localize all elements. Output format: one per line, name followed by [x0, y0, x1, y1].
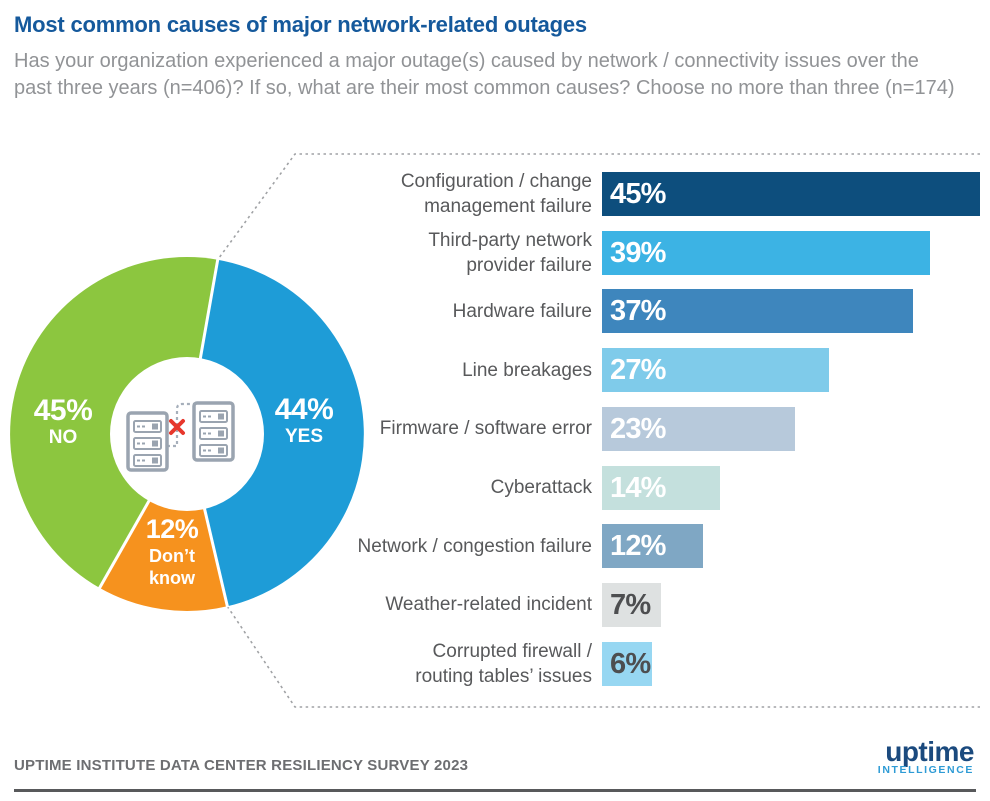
bar: 45% [602, 172, 980, 216]
footer-divider [14, 789, 976, 792]
donut-segment-pct-label: 45% [33, 394, 93, 427]
bar-category-label: Configuration / change management failur… [400, 171, 592, 217]
bar-category-label: Cyberattack [490, 477, 592, 498]
bar-value-label: 23% [610, 412, 666, 445]
bar: 12% [602, 524, 703, 569]
red-x-icon [169, 419, 185, 435]
logo-wordmark: uptime [885, 736, 974, 767]
bar: 23% [602, 406, 796, 451]
bar-value-label: 45% [610, 178, 666, 210]
bar-category-label: Line breakages [462, 359, 592, 381]
donut-segment-name-label: YES [284, 426, 324, 447]
bar: 27% [602, 348, 829, 393]
bar-category-label: Firmware / software error [379, 418, 592, 440]
donut-segment-pct-label: 44% [274, 393, 334, 426]
bar-category-label: Third-party network provider failure [428, 229, 592, 276]
bar-category-label: Corrupted firewall / routing tables’ iss… [415, 640, 592, 687]
bar-value-label: 14% [610, 471, 666, 504]
bar-category-label: Weather-related incident [385, 594, 592, 616]
bar-value-label: 7% [610, 588, 651, 621]
server-icon [192, 401, 235, 462]
page-subtitle: Has your organization experienced a majo… [14, 50, 955, 99]
bar-value-label: 12% [610, 530, 666, 563]
donut-segment-name-label: Don’t know [148, 546, 196, 588]
callout-dotted-border-top [217, 153, 980, 261]
bar-category-label: Hardware failure [452, 300, 592, 322]
logo-subbrand: INTELLIGENCE [877, 764, 974, 776]
server-icon [126, 411, 169, 472]
bar-value-label: 37% [610, 295, 666, 328]
bar: 37% [602, 289, 913, 334]
donut-segment-pct-label: 12% [145, 514, 199, 544]
bar: 7% [602, 582, 661, 627]
donut-segment-name-label: NO [48, 427, 78, 448]
page-title: Most common causes of major network-rela… [14, 12, 587, 37]
source-note: UPTIME INSTITUTE DATA CENTER RESILIENCY … [14, 757, 469, 774]
bar: 39% [602, 230, 930, 275]
bar-category-label: Network / congestion failure [357, 535, 592, 557]
donut-segment-yes [187, 259, 364, 607]
bar-value-label: 39% [610, 236, 666, 269]
callout-dotted-border-bottom [226, 605, 980, 708]
bar-value-label: 27% [610, 354, 666, 387]
uptime-intelligence-logo: uptime INTELLIGENCE [877, 736, 975, 777]
bar-value-label: 6% [610, 647, 651, 680]
bar: 6% [602, 641, 653, 686]
bar: 14% [602, 465, 720, 510]
disconnected-servers-icon [126, 401, 235, 472]
